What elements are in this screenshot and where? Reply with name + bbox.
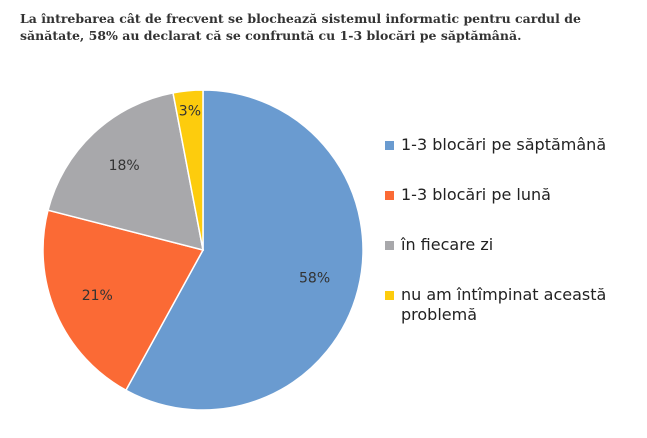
pie-slice-label-1: 21%	[82, 288, 113, 304]
legend-swatch-1	[385, 191, 394, 200]
chart-caption: La întrebarea cât de frecvent se blochea…	[20, 11, 581, 43]
legend-label-1: 1-3 blocări pe lună	[401, 185, 551, 204]
chart-legend: 1-3 blocări pe săptămână 1-3 blocări pe l…	[385, 135, 640, 355]
legend-item-1: 1-3 blocări pe lună	[385, 185, 640, 205]
legend-item-0: 1-3 blocări pe săptămână	[385, 135, 640, 155]
pie-slice-label-3: 3%	[179, 103, 201, 119]
pie-slice-label-0: 58%	[299, 271, 330, 287]
pie-slice-2	[47, 91, 204, 252]
pie-slice-1	[42, 209, 205, 392]
legend-item-2: în fiecare zi	[385, 235, 640, 255]
legend-label-0: 1-3 blocări pe săptămână	[401, 135, 607, 154]
legend-label-2: în fiecare zi	[401, 235, 494, 254]
legend-label-3: nu am întîmpinat această problemă	[401, 285, 607, 324]
legend-swatch-0	[385, 141, 394, 150]
pie-slice-3	[172, 89, 204, 251]
legend-swatch-3	[385, 291, 394, 300]
pie-slice-label-2: 18%	[109, 158, 140, 174]
pie-slice-0	[124, 89, 364, 411]
legend-swatch-2	[385, 241, 394, 250]
legend-item-3: nu am întîmpinat această problemă	[385, 285, 640, 325]
